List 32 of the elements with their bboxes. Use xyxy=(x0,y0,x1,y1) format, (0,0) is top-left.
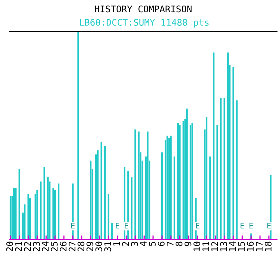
x-tick-label: 22 xyxy=(24,242,32,252)
x-tick-label: 14 xyxy=(229,242,236,252)
x-tick-label: 7 xyxy=(167,242,174,246)
x-tick-label: 12 xyxy=(212,242,218,252)
x-tick-label: 1 xyxy=(114,242,120,246)
x-tick-label: 15 xyxy=(238,242,246,252)
x-tick-label: 9 xyxy=(184,242,192,246)
x-tick-label: 27 xyxy=(68,242,76,252)
x-tick-label: 29 xyxy=(86,242,94,252)
x-tick-label: 25 xyxy=(51,242,58,252)
x-tick-label: 5 xyxy=(149,242,156,246)
x-tick-label: 28 xyxy=(78,242,85,252)
x-tick-label: 23 xyxy=(33,242,40,252)
x-tick-label: 4 xyxy=(140,242,147,246)
x-tick-label: 3 xyxy=(131,242,138,246)
x-tick-label: 20 xyxy=(6,242,14,252)
chart-title: HISTORY COMPARISON xyxy=(95,6,192,13)
x-tick-label: 26 xyxy=(60,242,67,252)
x-tick-label: 18 xyxy=(264,242,272,252)
x-tick-label: 6 xyxy=(158,242,165,246)
x-tick-label: 21 xyxy=(15,242,22,252)
x-tick-label: 8 xyxy=(176,242,183,246)
x-tick-label: 11 xyxy=(202,242,210,252)
x-tick-label: 31 xyxy=(104,242,112,252)
x-tick-label: 24 xyxy=(42,242,49,252)
x-tick-label: 13 xyxy=(220,242,228,252)
x-tick-label: 17 xyxy=(256,242,263,252)
x-tick-label: 2 xyxy=(122,242,130,246)
x-tick-label: 16 xyxy=(247,242,254,252)
annotation: LB60:DCCT:SUMY 11488 pts xyxy=(80,19,209,28)
x-tick-label: 30 xyxy=(96,242,102,252)
x-tick-label: 10 xyxy=(194,242,201,252)
